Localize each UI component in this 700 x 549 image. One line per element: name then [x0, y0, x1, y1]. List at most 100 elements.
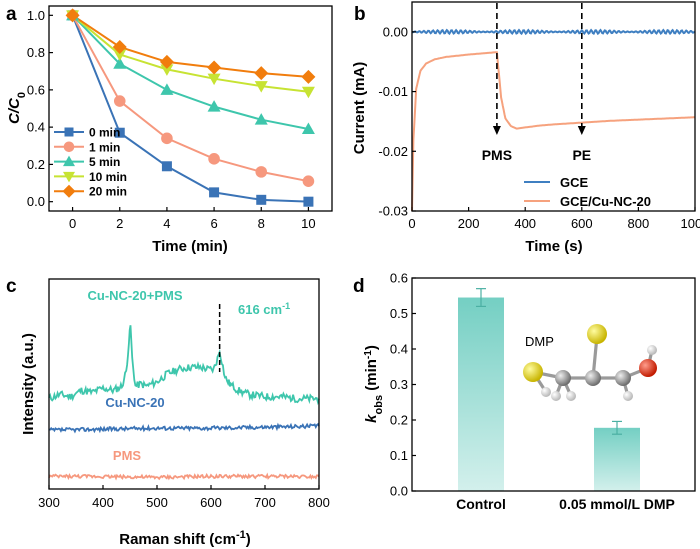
- panel-a-frame: [48, 5, 333, 212]
- x-tick-label: 2: [116, 216, 123, 231]
- series-line-20-min: [72, 14, 309, 78]
- hydrogen-atom: [623, 391, 633, 401]
- panel-d-letter: d: [353, 276, 365, 297]
- hydrogen-atom: [647, 345, 657, 355]
- panel-c-frame: [48, 278, 320, 490]
- y-tick-label: -0.01: [378, 84, 408, 99]
- x-tick-label: 600: [200, 495, 222, 510]
- data-point: [159, 54, 174, 69]
- sulfur-atom: [523, 362, 543, 382]
- data-point: [161, 161, 172, 172]
- series-line-0-min: [71, 14, 309, 203]
- y-tick-label: 1.0: [27, 8, 45, 23]
- data-point: [254, 66, 269, 81]
- hydrogen-atom: [566, 391, 576, 401]
- oxygen-atom: [639, 359, 657, 377]
- series-line-Cu-NC-20-PMS: [48, 325, 320, 406]
- legend-marker: [64, 127, 74, 137]
- data-point: [113, 57, 127, 69]
- x-tick-label: 0: [69, 216, 76, 231]
- data-point: [112, 40, 127, 54]
- data-point: [160, 64, 174, 76]
- x-tick-label: 8: [258, 216, 265, 231]
- sulfur-atom: [587, 324, 607, 344]
- x-tick-label: 400: [92, 495, 114, 510]
- legend-label: 10 min: [89, 170, 127, 184]
- legend-label: GCE/Cu-NC-20: [560, 194, 651, 209]
- panel-c-chart: c 300 400 500 600 700 800 Raman shift (cm-1) …: [6, 276, 330, 548]
- series-line-GCE-Cu-NC-20: [411, 51, 696, 212]
- series-line-PMS: [48, 472, 320, 481]
- panel-b-ylabel: Current (mA): [351, 62, 368, 155]
- annotation-arrowhead: [577, 126, 586, 135]
- hydrogen-atom: [551, 391, 561, 401]
- annotation-arrowhead: [492, 126, 501, 135]
- carbon-atom: [615, 370, 631, 386]
- panel-d-frame: [411, 277, 696, 492]
- category-label: 0.05 mmol/L DMP: [559, 496, 675, 512]
- data-point: [160, 83, 174, 95]
- x-tick-label: 10: [301, 216, 315, 231]
- series-line-10-min: [71, 14, 309, 93]
- y-tick-label: 0.0: [390, 484, 408, 499]
- data-point: [303, 196, 314, 207]
- data-point: [113, 95, 126, 107]
- dmp-label: DMP: [525, 334, 554, 349]
- y-tick-label: -0.02: [378, 144, 408, 159]
- panel-c-label-bottom: PMS: [113, 448, 142, 463]
- x-tick-label: 300: [38, 495, 60, 510]
- y-tick-label: 0.0: [27, 194, 45, 209]
- dmp-molecule-inset: DMP: [523, 324, 657, 401]
- series-line-1-min: [71, 14, 309, 183]
- data-point: [302, 175, 315, 187]
- y-tick-label: 0.00: [383, 24, 408, 39]
- bar-control: [458, 297, 504, 491]
- x-tick-label: 800: [308, 495, 330, 510]
- data-point: [161, 132, 173, 145]
- legend-label: 20 min: [89, 185, 127, 199]
- annotation-label: PE: [572, 147, 591, 163]
- carbon-atom: [555, 370, 571, 386]
- x-tick-label: 700: [254, 495, 276, 510]
- data-point: [254, 81, 268, 93]
- legend-marker: [63, 171, 75, 183]
- data-point: [207, 60, 222, 75]
- legend-marker: [62, 184, 76, 198]
- panel-a-chart: a 0 2 4 6 8 10 0.00.20.40.60.81.0 Time (min) …: [6, 4, 333, 255]
- y-tick-label: 0.6: [27, 82, 45, 97]
- x-tick-label: 0: [408, 216, 415, 231]
- x-tick-label: 200: [458, 216, 480, 231]
- data-point: [209, 187, 220, 198]
- panel-c-peak-label: 616 cm-1: [238, 301, 290, 317]
- panel-d-chart: d 0.0 0.1 0.2 0.3 0.4 0.5 0.6 Control 0.05 mmol…: [353, 271, 696, 512]
- bar-dmp: [594, 427, 640, 491]
- legend-marker: [63, 155, 75, 167]
- x-tick-label: 800: [628, 216, 650, 231]
- data-point: [256, 194, 267, 205]
- panel-a-xlabel: Time (min): [152, 238, 228, 255]
- data-point: [207, 73, 221, 86]
- x-tick-label: 600: [571, 216, 593, 231]
- y-tick-label: 0.4: [390, 342, 408, 357]
- y-tick-label: 0.1: [390, 448, 408, 463]
- data-point: [301, 69, 316, 84]
- data-point: [255, 166, 268, 178]
- hydrogen-atom: [541, 387, 551, 397]
- y-tick-label: 0.2: [390, 413, 408, 428]
- series-line-GCE: [411, 28, 696, 36]
- legend-label: 1 min: [89, 140, 120, 154]
- series-line-Cu-NC-20: [48, 422, 320, 434]
- panel-c-ylabel: Intensity (a.u.): [20, 333, 37, 435]
- data-point: [208, 153, 220, 165]
- x-tick-label: 6: [210, 216, 217, 231]
- panel-c-letter: c: [6, 276, 17, 297]
- y-tick-label: 0.5: [390, 306, 408, 321]
- panel-a-ylabel: C/C0: [6, 92, 28, 124]
- annotation-label: PMS: [482, 147, 512, 163]
- panel-b-legend: GCE GCE/Cu-NC-20: [524, 175, 651, 209]
- panel-b-frame: [411, 1, 696, 212]
- data-point: [114, 127, 125, 138]
